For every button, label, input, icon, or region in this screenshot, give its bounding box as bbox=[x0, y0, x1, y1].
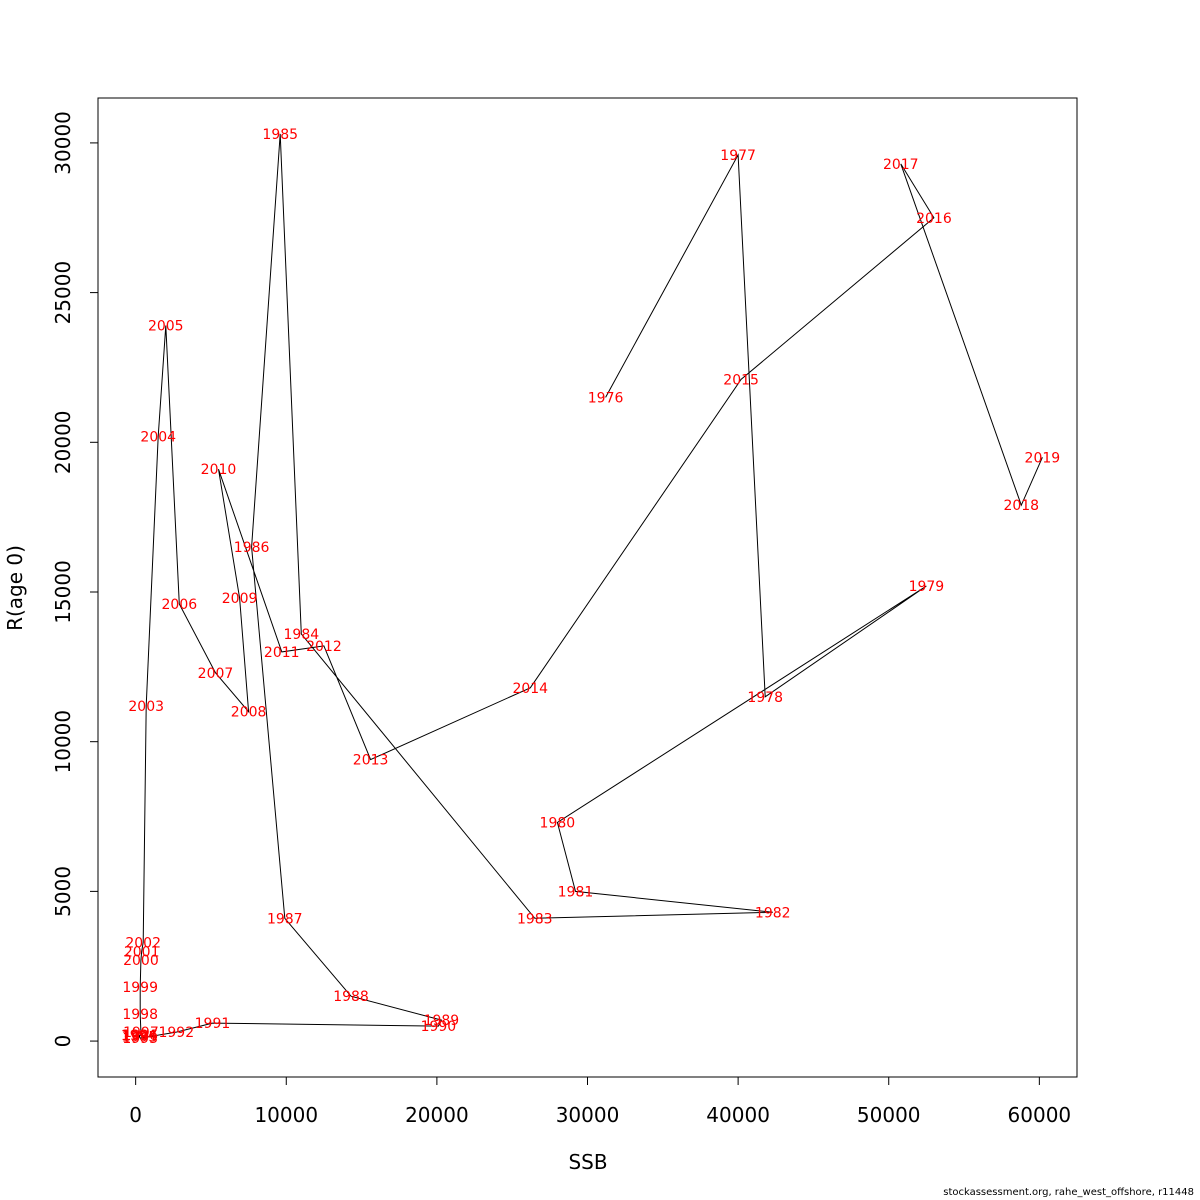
year-label-1984: 1984 bbox=[284, 627, 320, 643]
y-tick-label: 5000 bbox=[51, 866, 75, 917]
year-label-2013: 2013 bbox=[353, 753, 389, 769]
year-label-2004: 2004 bbox=[140, 429, 176, 445]
x-axis-title: SSB bbox=[568, 1150, 607, 1174]
y-tick-label: 0 bbox=[51, 1035, 75, 1048]
x-tick-label: 40000 bbox=[706, 1103, 770, 1127]
series-path bbox=[138, 133, 1043, 1039]
year-label-1981: 1981 bbox=[558, 884, 594, 900]
y-tick-label: 15000 bbox=[51, 560, 75, 624]
year-label-1978: 1978 bbox=[747, 690, 783, 706]
year-label-1986: 1986 bbox=[234, 540, 270, 556]
year-label-1996: 1996 bbox=[122, 1028, 158, 1044]
year-label-2016: 2016 bbox=[916, 211, 952, 227]
year-label-2002: 2002 bbox=[125, 935, 161, 951]
year-label-1994: 1994 bbox=[121, 1028, 157, 1044]
y-tick-label: 10000 bbox=[51, 710, 75, 774]
year-label-1987: 1987 bbox=[267, 911, 303, 927]
x-tick-label: 50000 bbox=[857, 1103, 921, 1127]
year-label-2007: 2007 bbox=[198, 666, 234, 682]
year-label-2010: 2010 bbox=[201, 462, 237, 478]
x-tick-label: 20000 bbox=[405, 1103, 469, 1127]
x-tick-label: 30000 bbox=[556, 1103, 620, 1127]
y-tick-label: 25000 bbox=[51, 261, 75, 325]
year-label-1999: 1999 bbox=[122, 980, 158, 996]
year-label-2017: 2017 bbox=[883, 157, 919, 173]
year-label-1989: 1989 bbox=[424, 1013, 460, 1029]
year-label-1998: 1998 bbox=[122, 1007, 158, 1023]
year-label-1992: 1992 bbox=[158, 1025, 194, 1041]
year-label-2003: 2003 bbox=[128, 699, 164, 715]
year-label-1997: 1997 bbox=[123, 1025, 159, 1041]
year-label-1982: 1982 bbox=[755, 905, 791, 921]
x-tick-label: 10000 bbox=[254, 1103, 318, 1127]
year-label-2000: 2000 bbox=[123, 953, 159, 969]
y-axis-title: R(age 0) bbox=[3, 545, 27, 631]
credit-text: stockassessment.org, rahe_west_offshore,… bbox=[943, 1187, 1194, 1198]
year-label-1993: 1993 bbox=[122, 1031, 158, 1047]
year-label-1991: 1991 bbox=[195, 1016, 231, 1032]
year-label-1976: 1976 bbox=[588, 390, 624, 406]
year-label-2006: 2006 bbox=[162, 597, 198, 613]
stock-recruit-line bbox=[138, 133, 1043, 1039]
y-tick-label: 20000 bbox=[51, 410, 75, 474]
year-label-2001: 2001 bbox=[124, 944, 160, 960]
year-label-1979: 1979 bbox=[909, 579, 945, 595]
x-tick-label: 60000 bbox=[1008, 1103, 1072, 1127]
year-label-2012: 2012 bbox=[306, 639, 342, 655]
y-tick-label: 30000 bbox=[51, 111, 75, 175]
year-labels: 1976 1977 1978 1979 1980 1981 1982 1983 1984 1985… bbox=[121, 127, 1060, 1047]
year-label-2019: 2019 bbox=[1025, 450, 1061, 466]
x-tick-label: 0 bbox=[129, 1103, 142, 1127]
year-label-1990: 1990 bbox=[421, 1019, 457, 1035]
year-label-2018: 2018 bbox=[1003, 498, 1039, 514]
year-label-1988: 1988 bbox=[333, 989, 369, 1005]
x-axis: 0 10000 20000 30000 40000 50000 60000 bbox=[129, 1076, 1072, 1127]
year-label-1977: 1977 bbox=[720, 148, 756, 164]
year-label-2011: 2011 bbox=[264, 645, 300, 661]
year-label-2005: 2005 bbox=[148, 319, 184, 335]
year-label-1980: 1980 bbox=[540, 816, 576, 832]
year-label-1995: 1995 bbox=[122, 1030, 158, 1046]
year-label-2015: 2015 bbox=[723, 372, 759, 388]
year-label-2009: 2009 bbox=[222, 591, 258, 607]
year-label-2014: 2014 bbox=[512, 681, 548, 697]
year-label-2008: 2008 bbox=[231, 705, 267, 721]
year-label-1985: 1985 bbox=[262, 127, 298, 143]
y-axis: 0 5000 10000 15000 20000 25000 30000 bbox=[51, 111, 99, 1048]
year-label-1983: 1983 bbox=[517, 911, 553, 927]
